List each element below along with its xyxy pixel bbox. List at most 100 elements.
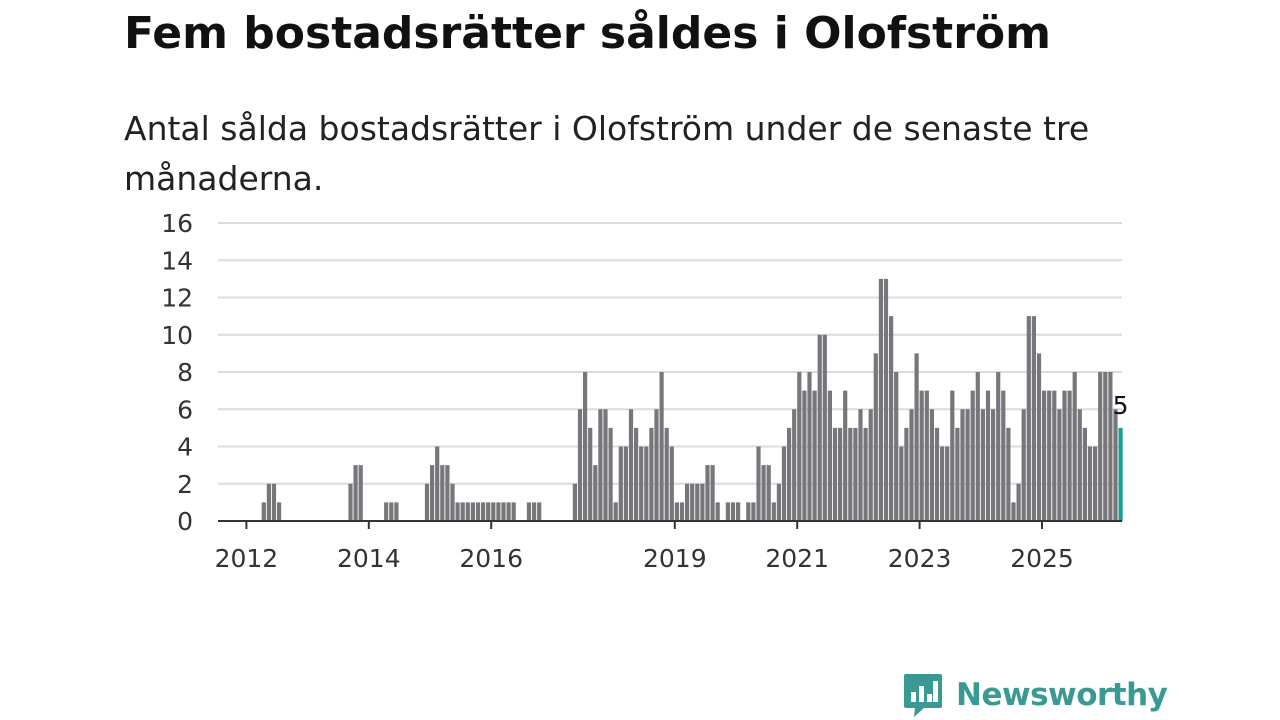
bar: [266, 483, 271, 521]
bar: [669, 446, 674, 521]
bar: [537, 502, 542, 521]
bar: [781, 446, 787, 521]
bars: 5: [261, 278, 1129, 521]
bar: [1006, 427, 1011, 521]
bar: [965, 409, 970, 521]
x-tick-label: 2014: [337, 544, 401, 573]
y-tick-label: 6: [177, 395, 193, 424]
bar: [598, 409, 603, 521]
bar: [832, 427, 838, 521]
bar: [766, 465, 771, 521]
bar-chart-speech-bubble-icon: [904, 674, 942, 717]
bar: [455, 502, 460, 521]
bar: [445, 465, 450, 521]
bar: [975, 372, 980, 521]
bar: [1052, 390, 1057, 521]
bar: [389, 502, 394, 521]
bar: [654, 409, 659, 521]
newsworthy-logo: Newsworthy: [902, 670, 1168, 720]
bar: [440, 465, 445, 521]
y-tick-label: 16: [161, 209, 193, 238]
bar: [353, 465, 358, 521]
bar: [843, 390, 848, 521]
bar: [583, 372, 588, 521]
bar: [394, 502, 399, 521]
bar: [424, 483, 430, 521]
bar: [868, 409, 873, 521]
bar: [848, 427, 853, 521]
bar: [588, 427, 593, 521]
bar: [644, 446, 649, 521]
bar: [899, 446, 904, 521]
x-tick-label: 2023: [888, 544, 952, 573]
chart-title: Fem bostadsrätter såldes i Olofström: [124, 8, 1051, 59]
bar: [1087, 446, 1093, 521]
bar: [996, 372, 1001, 521]
bar: [1082, 427, 1087, 521]
bar: [486, 502, 491, 521]
bar: [506, 502, 511, 521]
bar: [659, 372, 664, 521]
bar: [649, 427, 654, 521]
bar: [450, 483, 455, 521]
y-tick-label: 12: [161, 284, 193, 313]
bar: [873, 353, 878, 521]
bar: [1042, 390, 1047, 521]
bar: [465, 502, 470, 521]
y-axis: 0 2 4 6 8 10 12 14 16: [161, 209, 193, 536]
x-tick-label: 2016: [459, 544, 523, 573]
bar: [1036, 353, 1042, 521]
bar: [491, 502, 496, 521]
bar: [1031, 316, 1036, 521]
x-axis: 2012 2014 2016 2019 2021 2023 2025: [215, 520, 1122, 573]
y-tick-label: 10: [161, 321, 193, 350]
bar: [430, 465, 435, 521]
bar: [1072, 372, 1077, 521]
bar: [496, 502, 501, 521]
bar: [1103, 372, 1108, 521]
bar: [705, 465, 710, 521]
bar: [838, 427, 843, 521]
bar: [685, 483, 690, 521]
bar: [746, 502, 751, 521]
y-tick-label: 2: [177, 470, 193, 499]
highlight-data-label: 5: [1113, 391, 1129, 420]
bar: [501, 502, 506, 521]
bar: [970, 390, 975, 521]
highlight-bar: [1118, 427, 1123, 521]
bar: [827, 390, 832, 521]
bar: [577, 409, 583, 521]
bar: [945, 446, 950, 521]
bar: [277, 502, 282, 521]
bar: [1057, 409, 1062, 521]
y-tick-label: 8: [177, 358, 193, 387]
bar: [470, 502, 475, 521]
bar: [934, 427, 940, 521]
bar: [822, 334, 827, 521]
bar: [730, 502, 736, 521]
bar: [756, 446, 761, 521]
bar: [1016, 483, 1021, 521]
bar: [802, 390, 807, 521]
bar: [481, 502, 486, 521]
bar: [929, 409, 934, 521]
bar: [904, 427, 909, 521]
bar: [807, 372, 812, 521]
bar: [261, 502, 266, 521]
bar: [511, 502, 516, 521]
bar: [608, 427, 613, 521]
bar: [955, 427, 960, 521]
bar: [1093, 446, 1098, 521]
bar: [526, 502, 532, 521]
bar: [863, 427, 868, 521]
bar: [384, 502, 389, 521]
bar: [883, 278, 889, 521]
bar: [761, 465, 766, 521]
y-tick-label: 14: [161, 246, 193, 275]
bar: [792, 409, 797, 521]
bar: [715, 502, 720, 521]
bar: [725, 502, 730, 521]
bar: [1047, 390, 1052, 521]
bar: [797, 372, 802, 521]
bar: [950, 390, 955, 521]
